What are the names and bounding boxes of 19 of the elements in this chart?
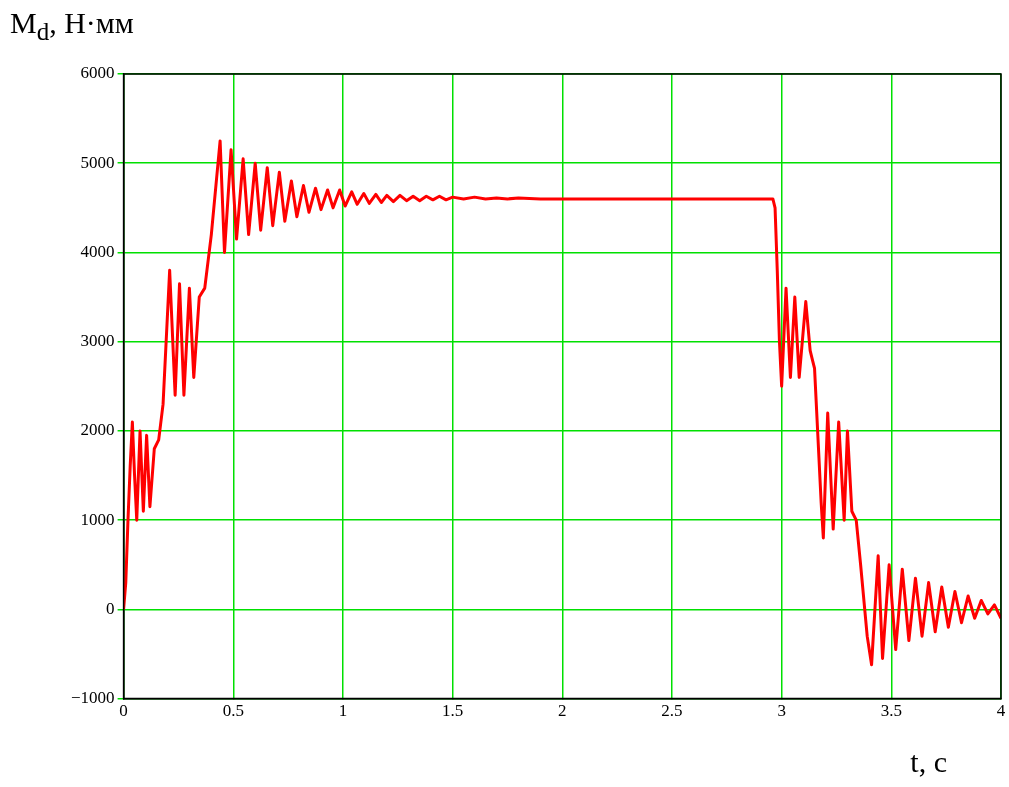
y-tick-label: 3000 [80,331,115,351]
x-tick-label: 1.5 [441,701,464,721]
y-tick-label: 5000 [80,152,115,172]
x-axis-title: t, с [910,745,947,779]
y-axis-title: M$_{d}$, Н·мм [10,6,134,46]
x-tick-label: 3.5 [880,701,902,721]
x-tick-label: 0.5 [222,701,244,721]
x-tick-label: 1 [338,701,348,721]
y-tick-label: 1000 [80,509,115,529]
y-tick-label: −1000 [70,688,115,708]
y-tick-label: 6000 [80,63,115,83]
x-tick-label: 3 [777,701,786,721]
x-tick-label: 2.5 [661,701,683,721]
x-tick-label: 4 [996,701,1006,721]
y-tick-label: 0 [106,598,115,618]
x-tick-label: 0 [119,701,128,721]
y-tick-label: 4000 [80,241,115,261]
y-tick-label: 2000 [80,420,115,440]
x-tick-label: 2 [558,701,567,721]
